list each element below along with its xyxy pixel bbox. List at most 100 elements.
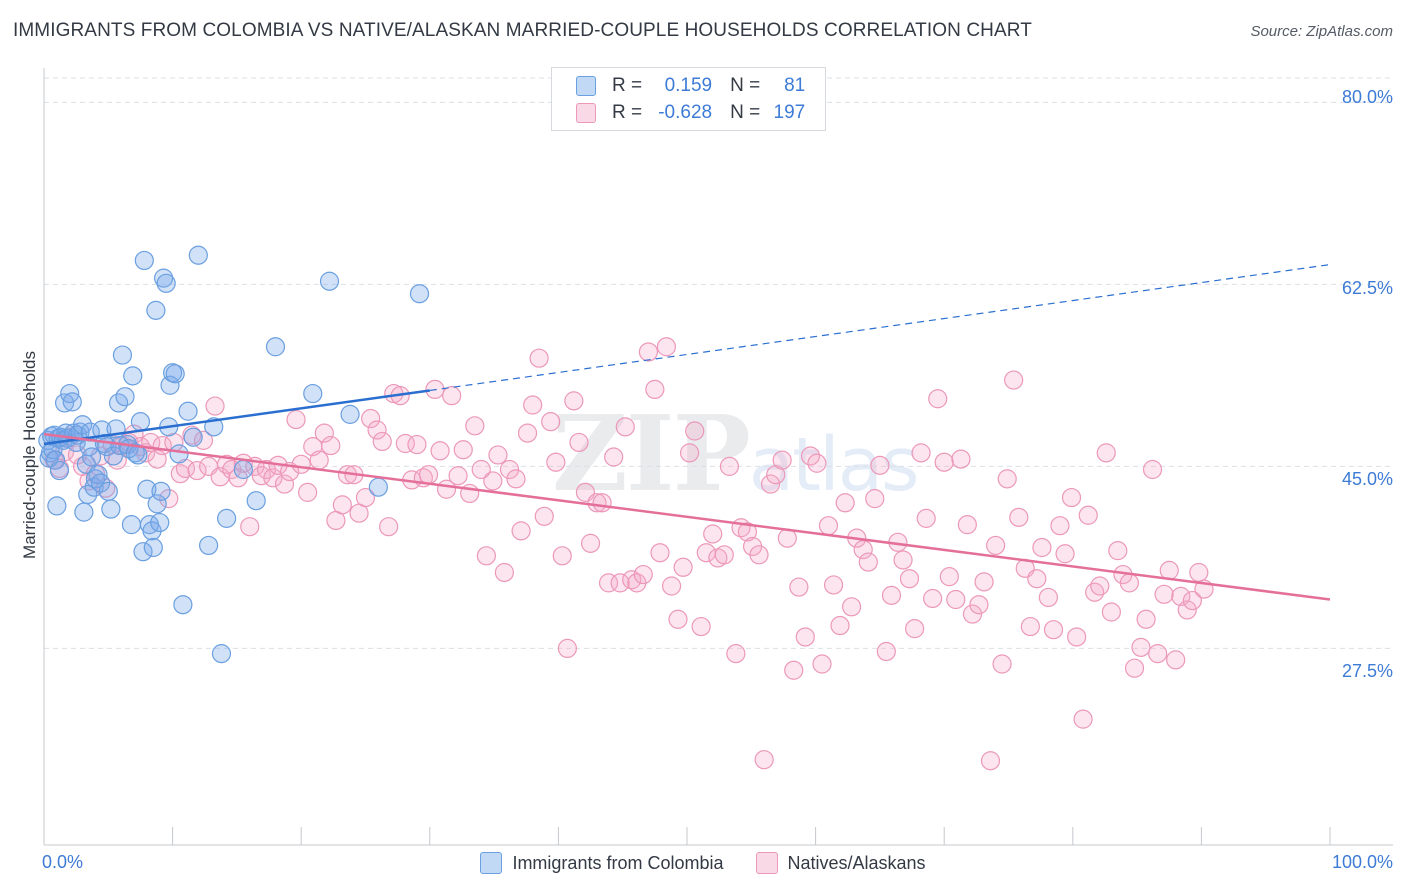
data-point-natives bbox=[592, 493, 612, 513]
legend-n-label: N = bbox=[730, 75, 761, 96]
data-point-natives bbox=[881, 585, 902, 605]
data-point-colombia bbox=[98, 481, 118, 501]
data-point-natives bbox=[541, 412, 561, 432]
data-point-natives bbox=[1154, 584, 1174, 604]
data-point-natives bbox=[332, 495, 352, 515]
data-point-natives bbox=[1027, 569, 1047, 589]
data-point-natives bbox=[800, 446, 821, 466]
y-tick-label-80: 80.0% bbox=[1341, 87, 1393, 107]
data-point-colombia bbox=[123, 366, 143, 386]
data-point-natives bbox=[159, 489, 179, 509]
data-point-natives bbox=[1090, 576, 1110, 596]
data-point-natives bbox=[552, 546, 572, 566]
data-point-natives bbox=[1166, 650, 1186, 670]
data-point-natives bbox=[1101, 602, 1121, 622]
data-point-colombia bbox=[143, 537, 163, 558]
data-point-natives bbox=[1078, 505, 1098, 525]
data-point-colombia bbox=[101, 499, 121, 519]
data-point-natives bbox=[951, 449, 971, 469]
data-point-colombia bbox=[103, 446, 124, 466]
data-point-natives bbox=[737, 522, 758, 542]
data-point-colombia bbox=[49, 460, 70, 481]
data-point-natives bbox=[1050, 516, 1070, 536]
data-point-natives bbox=[760, 474, 781, 494]
data-point-natives bbox=[430, 441, 450, 461]
data-point-colombia bbox=[45, 450, 66, 470]
data-point-natives bbox=[170, 464, 190, 484]
legend-n-value: 81 bbox=[784, 75, 806, 96]
data-point-natives bbox=[980, 751, 1001, 771]
data-point-natives bbox=[610, 573, 630, 593]
data-point-colombia bbox=[121, 515, 142, 535]
data-point-colombia bbox=[217, 508, 237, 528]
y-tick-label-45: 45.0% bbox=[1341, 469, 1393, 489]
data-point-natives bbox=[580, 533, 601, 553]
data-point-natives bbox=[777, 528, 797, 548]
data-point-colombia bbox=[151, 481, 171, 501]
data-point-natives bbox=[604, 447, 624, 467]
data-point-natives bbox=[1124, 658, 1145, 678]
data-point-natives bbox=[1055, 544, 1075, 564]
x-tick-label-min: 0.0% bbox=[42, 852, 84, 872]
data-point-natives bbox=[442, 386, 462, 406]
data-point-natives bbox=[622, 570, 642, 590]
data-point-natives bbox=[407, 434, 427, 455]
data-point-natives bbox=[587, 493, 607, 513]
x-tick-label-max: 100.0% bbox=[1331, 852, 1393, 872]
data-point-natives bbox=[598, 573, 619, 593]
data-point-natives bbox=[1159, 560, 1179, 580]
data-point-natives bbox=[939, 567, 959, 587]
data-point-natives bbox=[957, 515, 977, 535]
data-point-natives bbox=[679, 443, 700, 463]
legend-item-natives[interactable]: Natives/Alaskans bbox=[755, 852, 926, 874]
data-point-colombia bbox=[74, 502, 94, 522]
data-point-colombia bbox=[233, 459, 253, 480]
data-point-natives bbox=[899, 569, 920, 589]
legend-label-natives: Natives/Alaskans bbox=[787, 852, 926, 873]
data-point-natives bbox=[749, 545, 769, 565]
data-point-natives bbox=[418, 465, 439, 485]
data-point-natives bbox=[523, 395, 543, 415]
data-point-natives bbox=[448, 466, 468, 486]
legend-row-colombia: R = 0.159 N = 81 bbox=[576, 74, 805, 98]
data-point-natives bbox=[1148, 644, 1168, 664]
data-point-natives bbox=[361, 408, 381, 429]
data-point-natives bbox=[830, 615, 850, 636]
y-tick-label-27-5: 27.5% bbox=[1341, 661, 1393, 681]
data-point-colombia bbox=[134, 250, 154, 271]
legend-swatch-blue bbox=[576, 76, 596, 96]
data-point-natives bbox=[818, 516, 839, 536]
legend-row-natives: R = -0.628 N = 197 bbox=[576, 101, 805, 125]
data-point-natives bbox=[1131, 637, 1151, 657]
data-point-colombia bbox=[130, 412, 151, 432]
trend-lines bbox=[43, 263, 1331, 601]
data-point-natives bbox=[842, 597, 862, 617]
watermark: ZIPatlas bbox=[552, 392, 920, 515]
data-point-natives bbox=[645, 379, 665, 400]
data-point-colombia bbox=[153, 268, 174, 288]
data-point-natives bbox=[703, 524, 723, 544]
data-point-colombia bbox=[133, 542, 153, 562]
watermark-zip: ZIP bbox=[552, 392, 751, 515]
data-point-natives bbox=[309, 450, 329, 470]
legend-item-colombia[interactable]: Immigrants from Colombia bbox=[480, 852, 724, 874]
data-point-natives bbox=[494, 562, 514, 583]
legend-r-value: 0.159 bbox=[664, 75, 713, 96]
data-point-natives bbox=[726, 644, 746, 664]
data-point-natives bbox=[569, 432, 589, 453]
axes bbox=[43, 68, 1393, 846]
data-point-natives bbox=[298, 482, 318, 502]
stats-legend: R = 0.159 N = 81 R = -0.628 N = 197 bbox=[551, 67, 826, 131]
data-point-colombia bbox=[70, 422, 90, 442]
data-point-colombia bbox=[54, 393, 75, 413]
data-point-natives bbox=[893, 550, 913, 570]
data-point-natives bbox=[905, 619, 925, 639]
data-point-natives bbox=[321, 435, 341, 456]
data-point-colombia bbox=[169, 444, 189, 464]
data-point-natives bbox=[471, 459, 491, 480]
data-point-natives bbox=[673, 557, 693, 577]
data-point-natives bbox=[529, 348, 549, 368]
series-immigrants-colombia bbox=[38, 245, 430, 664]
data-point-colombia bbox=[368, 477, 388, 497]
